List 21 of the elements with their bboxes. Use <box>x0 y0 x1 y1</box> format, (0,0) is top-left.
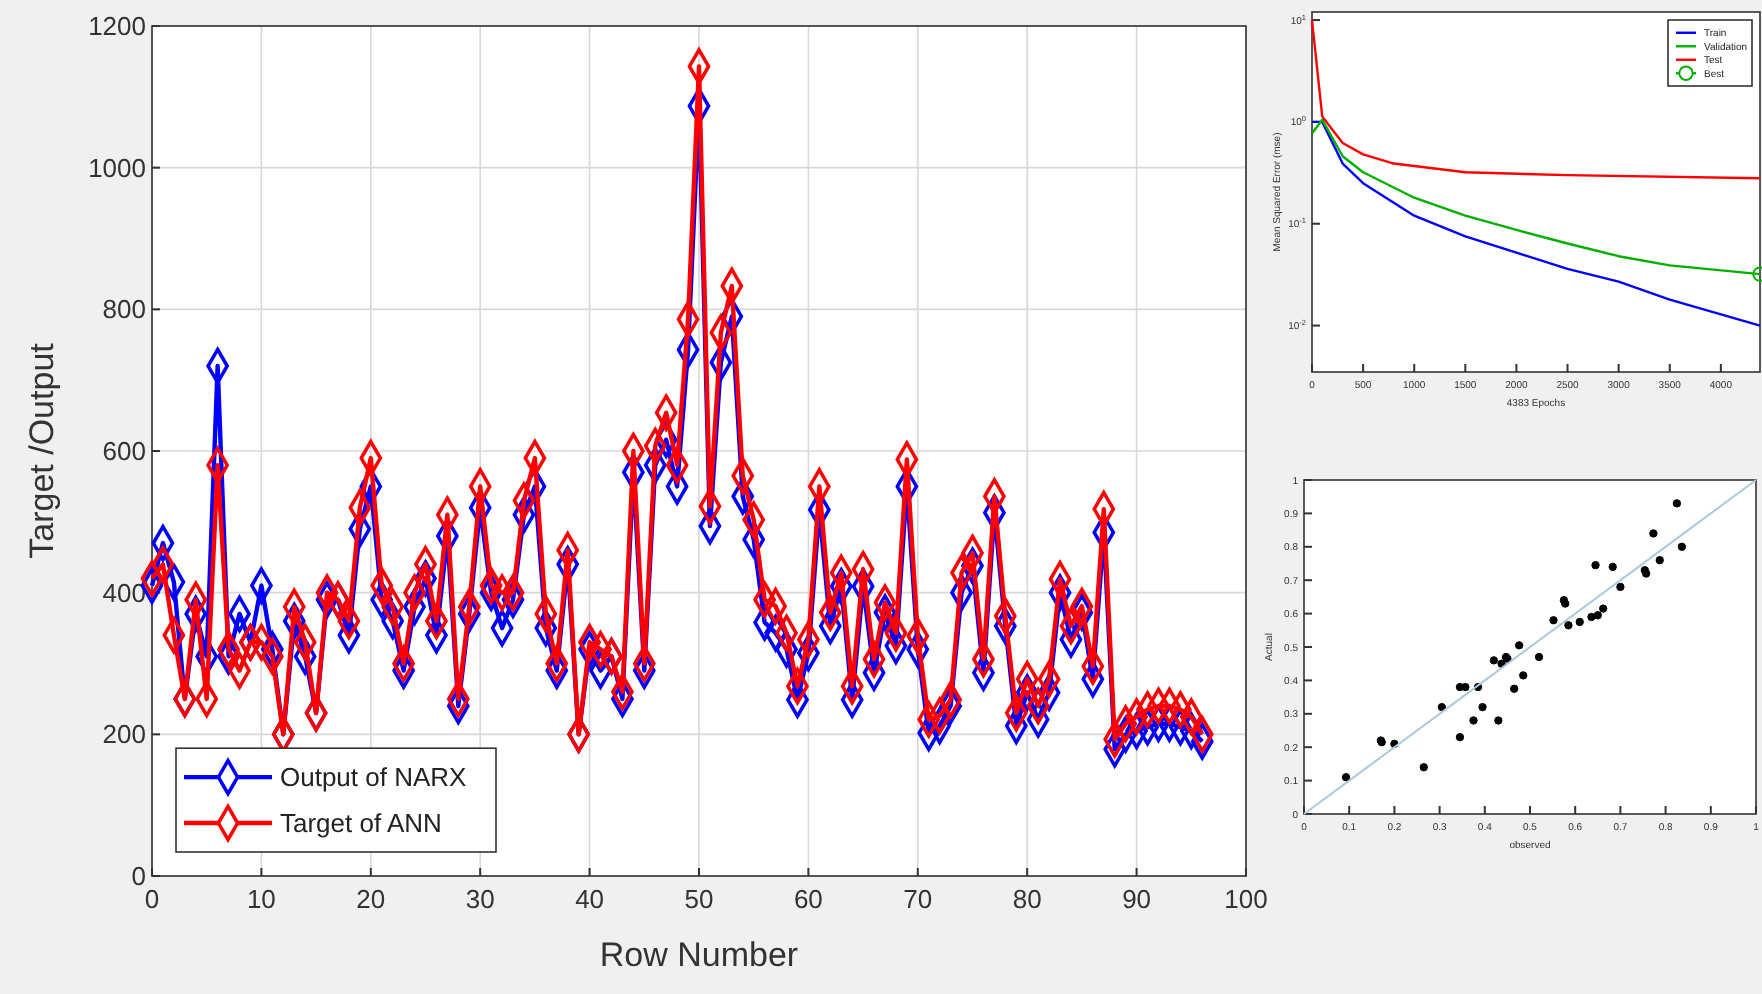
y-tick-label: 1000 <box>88 152 146 183</box>
legend-label: Target of ANN <box>280 808 442 839</box>
legend-label: Output of NARX <box>280 762 468 793</box>
y-tick-label: 0 <box>131 861 146 892</box>
y-axis-title: Target /Output <box>22 342 61 559</box>
x-axis-title: Row Number <box>599 936 799 974</box>
y-tick-label: 800 <box>102 294 146 325</box>
x-tick-label: 20 <box>356 884 386 914</box>
x-tick-label: 70 <box>903 884 933 914</box>
y-tick-label: 1200 <box>88 11 146 42</box>
y-tick-label: 600 <box>102 436 146 467</box>
x-tick-label: 100 <box>1224 884 1268 914</box>
x-tick-label: 50 <box>684 884 714 914</box>
x-tick-label: 80 <box>1012 884 1042 914</box>
x-tick-label: 40 <box>575 884 605 914</box>
x-tick-label: 30 <box>465 884 495 914</box>
x-tick-label: 10 <box>246 884 276 914</box>
x-tick-label: 60 <box>793 884 823 914</box>
x-tick-label: 90 <box>1122 884 1152 914</box>
y-tick-label: 400 <box>102 577 146 608</box>
y-tick-label: 200 <box>102 719 146 750</box>
